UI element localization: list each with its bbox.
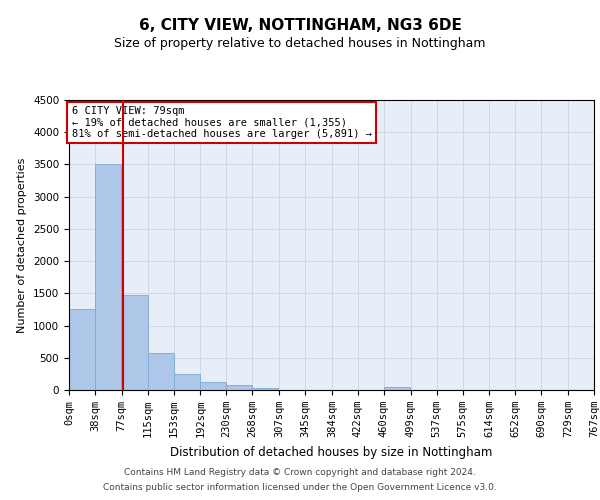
- Bar: [226, 386, 253, 390]
- Bar: [200, 382, 226, 390]
- Bar: [148, 352, 174, 390]
- Text: 6, CITY VIEW, NOTTINGHAM, NG3 6DE: 6, CITY VIEW, NOTTINGHAM, NG3 6DE: [139, 18, 461, 32]
- Bar: [95, 164, 121, 390]
- Bar: [384, 388, 410, 390]
- Bar: [122, 296, 148, 390]
- Text: Size of property relative to detached houses in Nottingham: Size of property relative to detached ho…: [114, 38, 486, 51]
- Text: 6 CITY VIEW: 79sqm
← 19% of detached houses are smaller (1,355)
81% of semi-deta: 6 CITY VIEW: 79sqm ← 19% of detached hou…: [71, 106, 371, 139]
- Text: Contains HM Land Registry data © Crown copyright and database right 2024.: Contains HM Land Registry data © Crown c…: [124, 468, 476, 477]
- Text: Contains public sector information licensed under the Open Government Licence v3: Contains public sector information licen…: [103, 483, 497, 492]
- Bar: [174, 374, 200, 390]
- X-axis label: Distribution of detached houses by size in Nottingham: Distribution of detached houses by size …: [170, 446, 493, 458]
- Y-axis label: Number of detached properties: Number of detached properties: [17, 158, 28, 332]
- Bar: [69, 310, 95, 390]
- Bar: [253, 388, 278, 390]
